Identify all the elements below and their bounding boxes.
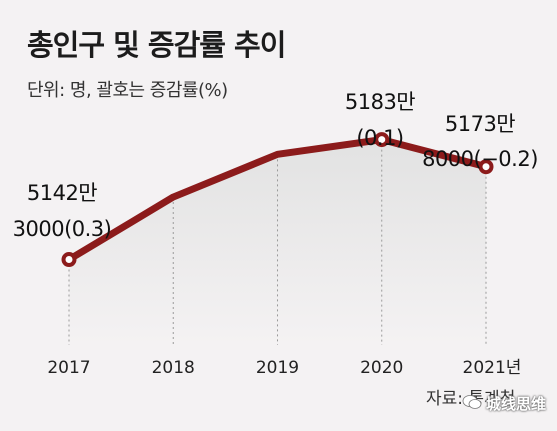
x-tick-label: 2019 [256,358,299,378]
chart-subtitle: 단위: 명, 괄호는 증감률(%) [27,80,228,101]
watermark: 城线思维 [486,395,547,413]
x-tick-label: 2021년 [463,358,522,378]
x-tick-label: 2017 [47,358,90,378]
wechat-icon [462,395,482,409]
data-point-2017 [61,252,77,268]
data-label: 5142만 [27,181,97,205]
data-point-2021 [478,159,494,175]
chart-title: 총인구 및 증감률 추이 [27,28,286,62]
data-label: (0.1) [356,126,403,150]
data-label: 5183만 [345,90,415,114]
data-label: 5173만 [445,112,515,136]
series-line [65,136,490,264]
x-tick-label: 2020 [360,358,403,378]
data-label: 3000(0.3) [13,217,112,241]
data-point-2020 [374,132,390,148]
data-label: 8000(−0.2) [422,147,538,171]
x-tick-label: 2018 [152,358,195,378]
